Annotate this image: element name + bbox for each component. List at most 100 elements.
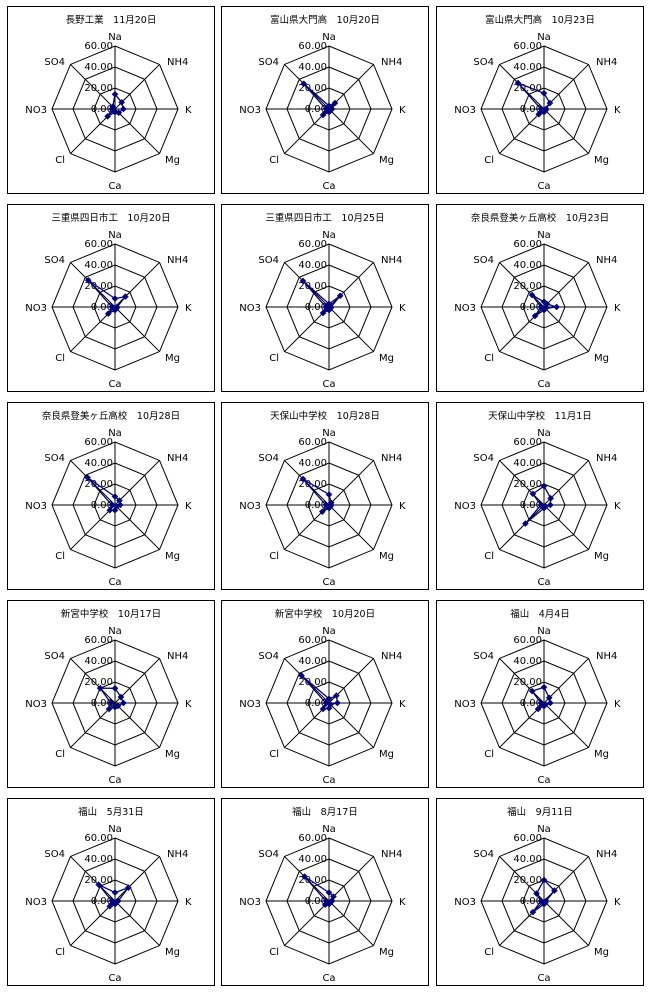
axis-label: NH4 — [596, 651, 617, 662]
data-point — [301, 873, 308, 880]
radar-chart-panel: 奈良県登美ヶ丘高校 10月23日 0.00 20.00 40.00 60.00 Na NH4… — [436, 204, 644, 392]
data-point — [111, 295, 119, 302]
axis-label: NH4 — [381, 849, 402, 860]
axis-label: SO4 — [258, 651, 279, 662]
chart-title: 三重県四日市工 10月25日 — [265, 213, 385, 224]
radar-chart-panel: 新宮中学校 10月20日 0.00 20.00 40.00 60.00 Na NH4 K Mg C… — [221, 600, 429, 788]
axis-spoke — [70, 900, 116, 946]
tick-label: 60.00 — [298, 239, 327, 250]
data-point — [528, 291, 536, 299]
data-point — [540, 683, 548, 691]
tick-label: 40.00 — [513, 458, 542, 469]
axis-label: NH4 — [167, 849, 188, 860]
data-point — [529, 908, 537, 916]
tick-label: 0.00 — [91, 302, 113, 313]
data-point — [325, 704, 333, 712]
axis-label: NH4 — [167, 57, 188, 68]
axis-spoke — [114, 306, 160, 352]
data-point — [319, 508, 326, 515]
data-point — [546, 99, 554, 107]
tick-label: 20.00 — [513, 677, 542, 688]
axis-label: Cl — [484, 947, 494, 958]
data-point — [534, 705, 542, 713]
data-point — [322, 699, 330, 707]
tick-label: 40.00 — [513, 656, 542, 667]
tick-label: 20.00 — [298, 83, 327, 94]
tick-label: 0.00 — [520, 500, 542, 511]
tick-label: 60.00 — [84, 41, 113, 52]
axis-label: Cl — [484, 353, 494, 364]
axis-label: Mg — [165, 551, 180, 562]
tick-label: 40.00 — [84, 62, 113, 73]
axis-label: SO4 — [473, 57, 494, 68]
data-point — [111, 703, 119, 711]
axis-spoke — [114, 460, 160, 506]
tick-label: 20.00 — [513, 83, 542, 94]
data-point — [322, 303, 330, 311]
axis-spoke — [543, 900, 589, 946]
radar-chart-panel: 長野工業 11月20日 0.00 20.00 40.00 60.00 Na NH4 K Mg Ca… — [7, 6, 215, 194]
chart-title: 福山 5月31日 — [78, 807, 144, 818]
axis-label: K — [185, 897, 192, 908]
axis-label: SO4 — [44, 453, 65, 464]
data-point — [325, 889, 333, 896]
data-point — [96, 684, 104, 692]
data-point — [108, 897, 116, 905]
axis-label: SO4 — [473, 255, 494, 266]
tick-label: 20.00 — [513, 875, 542, 886]
axis-label: NO3 — [239, 699, 261, 710]
axis-label: Cl — [269, 155, 279, 166]
axis-label: Na — [108, 428, 122, 439]
axis-label: Cl — [269, 947, 279, 958]
axis-label: NO3 — [454, 105, 476, 116]
chart-title: 新宮中学校 10月17日 — [60, 609, 162, 620]
axis-label: K — [614, 897, 621, 908]
axis-label: Mg — [379, 749, 394, 760]
data-point — [299, 277, 307, 285]
data-point — [325, 695, 333, 703]
data-point — [546, 699, 554, 707]
tick-label: 20.00 — [513, 281, 542, 292]
axis-spoke — [499, 504, 545, 550]
axis-label: Ca — [322, 577, 335, 588]
axis-spoke — [114, 702, 160, 748]
axis-label: Ca — [537, 577, 550, 588]
chart-title: 福山 9月11日 — [507, 807, 573, 818]
axis-label: Na — [537, 230, 551, 241]
data-point — [105, 705, 113, 713]
data-point — [111, 900, 119, 908]
data-point — [325, 306, 333, 314]
data-point — [106, 902, 114, 910]
tick-label: 0.00 — [305, 698, 327, 709]
tick-label: 40.00 — [298, 62, 327, 73]
tick-label: 40.00 — [298, 458, 327, 469]
axis-label: SO4 — [44, 849, 65, 860]
data-point — [118, 99, 125, 106]
axis-label: K — [399, 105, 406, 116]
axis-spoke — [543, 262, 589, 308]
axis-label: NH4 — [381, 453, 402, 464]
data-point — [117, 693, 125, 701]
data-point — [322, 897, 330, 905]
tick-label: 60.00 — [84, 635, 113, 646]
tick-label: 0.00 — [520, 896, 542, 907]
axis-label: Na — [108, 824, 122, 835]
axis-label: K — [614, 303, 621, 314]
tick-label: 60.00 — [513, 41, 542, 52]
data-point — [111, 108, 119, 116]
axis-spoke — [328, 306, 374, 352]
data-point — [120, 105, 127, 113]
axis-label: Ca — [537, 181, 550, 192]
tick-label: 40.00 — [84, 260, 113, 271]
tick-label: 40.00 — [84, 458, 113, 469]
data-point — [298, 672, 305, 679]
axis-label: SO4 — [258, 255, 279, 266]
axis-label: SO4 — [258, 453, 279, 464]
tick-label: 20.00 — [84, 677, 113, 688]
